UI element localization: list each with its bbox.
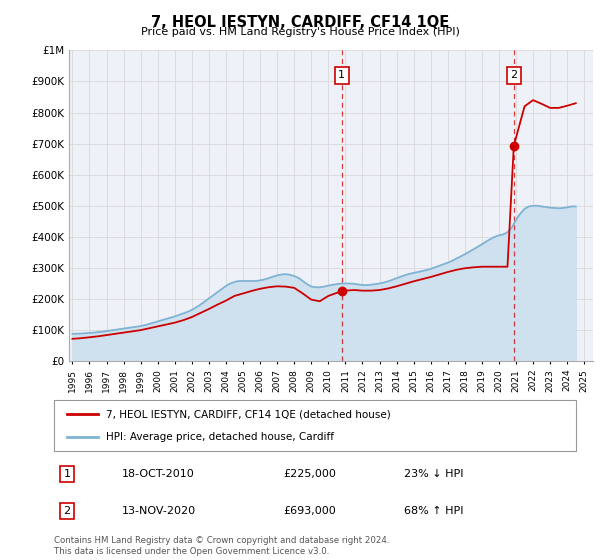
- Text: 1: 1: [64, 469, 71, 479]
- Text: 23% ↓ HPI: 23% ↓ HPI: [404, 469, 463, 479]
- Text: 2: 2: [64, 506, 71, 516]
- Text: Contains HM Land Registry data © Crown copyright and database right 2024.
This d: Contains HM Land Registry data © Crown c…: [54, 536, 389, 556]
- Text: 7, HEOL IESTYN, CARDIFF, CF14 1QE: 7, HEOL IESTYN, CARDIFF, CF14 1QE: [151, 15, 449, 30]
- Text: 13-NOV-2020: 13-NOV-2020: [122, 506, 196, 516]
- Text: 18-OCT-2010: 18-OCT-2010: [122, 469, 194, 479]
- Text: £225,000: £225,000: [284, 469, 337, 479]
- FancyBboxPatch shape: [54, 400, 576, 451]
- Text: 1: 1: [338, 70, 346, 80]
- Text: Price paid vs. HM Land Registry's House Price Index (HPI): Price paid vs. HM Land Registry's House …: [140, 27, 460, 37]
- Text: 68% ↑ HPI: 68% ↑ HPI: [404, 506, 463, 516]
- Text: £693,000: £693,000: [284, 506, 337, 516]
- Text: HPI: Average price, detached house, Cardiff: HPI: Average price, detached house, Card…: [106, 432, 334, 442]
- Text: 2: 2: [510, 70, 517, 80]
- Text: 7, HEOL IESTYN, CARDIFF, CF14 1QE (detached house): 7, HEOL IESTYN, CARDIFF, CF14 1QE (detac…: [106, 409, 391, 419]
